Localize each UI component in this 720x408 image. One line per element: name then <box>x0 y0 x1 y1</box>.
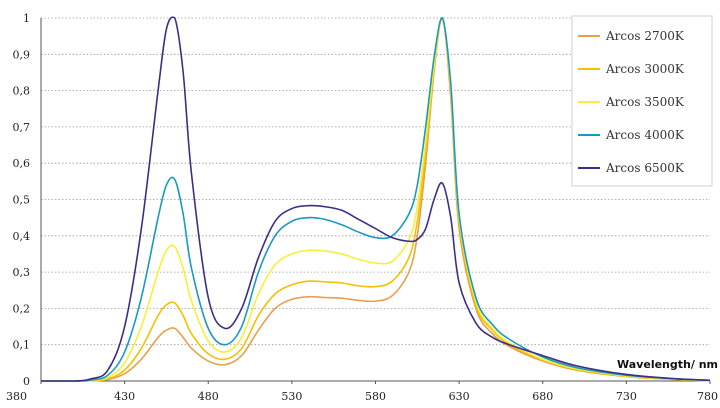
series-line-2 <box>41 17 711 382</box>
series-line-5 <box>41 16 711 382</box>
y-tick-label: 0,3 <box>13 266 31 279</box>
y-tick-label: 0,7 <box>13 121 31 134</box>
legend-label: Arcos 2700K <box>605 29 685 43</box>
x-tick-label: 530 <box>281 390 302 403</box>
x-axis-label: Wavelength/ nm <box>617 358 718 371</box>
y-tick-label: 0,1 <box>13 339 31 352</box>
y-tick-label: 0,5 <box>13 194 31 207</box>
y-tick-label: 0 <box>23 375 30 388</box>
x-tick-label: 480 <box>198 390 219 403</box>
legend-label: Arcos 3500K <box>605 95 685 109</box>
legend-label: Arcos 3000K <box>605 62 685 76</box>
y-tick-label: 0,4 <box>13 230 31 243</box>
x-tick-label: 680 <box>532 390 553 403</box>
legend-label: Arcos 6500K <box>605 161 685 175</box>
series-line-3 <box>41 17 711 382</box>
x-tick-label: 430 <box>114 390 135 403</box>
x-tick-label: 730 <box>616 390 637 403</box>
y-tick-label: 0,9 <box>13 48 31 61</box>
x-tick-label: 630 <box>449 390 470 403</box>
series-line-1 <box>41 17 711 382</box>
x-tick-label: 580 <box>365 390 386 403</box>
y-tick-label: 0,8 <box>13 85 31 98</box>
y-tick-label: 1 <box>23 12 30 25</box>
x-tick-label: 780 <box>697 390 718 403</box>
legend-label: Arcos 4000K <box>605 128 685 142</box>
y-tick-label: 0,6 <box>13 157 31 170</box>
series-line-4 <box>41 17 711 382</box>
y-tick-label: 0,2 <box>13 302 31 315</box>
x-tick-label: 380 <box>6 390 27 403</box>
